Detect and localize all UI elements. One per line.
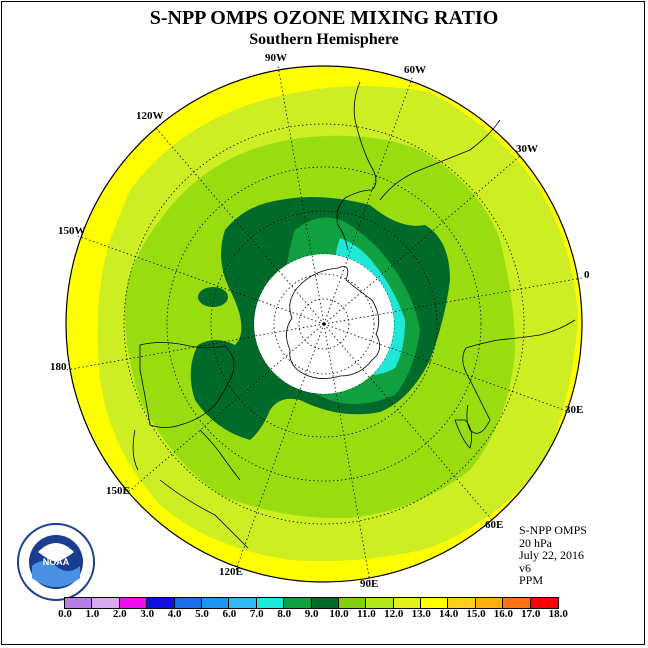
colorbar-tick-label: 0.0 bbox=[58, 608, 72, 620]
colorbar-tick-label: 4.0 bbox=[167, 608, 182, 620]
indonesia-coastline bbox=[132, 429, 249, 549]
australia-coastline bbox=[139, 342, 235, 428]
lon-label-120e: 120E bbox=[219, 566, 243, 578]
colorbar-ticks: 0.0 1.0 2.0 3.0 4.0 5.0 6.0 7.0 8.0 9.0 10.0 11.0 12… bbox=[0, 608, 648, 622]
colorbar-tick-label: 6.0 bbox=[222, 608, 237, 620]
info-date: July 22, 2016 bbox=[519, 548, 585, 562]
colorbar-tick-label: 18.0 bbox=[548, 608, 568, 620]
info-level: 20 hPa bbox=[519, 535, 552, 550]
africa-coastline bbox=[462, 319, 576, 434]
lon-label-150w: 150W bbox=[58, 225, 86, 237]
colorbar-tick-label: 3.0 bbox=[140, 608, 155, 620]
map-subtitle: Southern Hemisphere bbox=[249, 31, 399, 48]
lon-label-0: 0 bbox=[584, 269, 590, 281]
lon-label-30e: 30E bbox=[565, 404, 583, 416]
colorbar bbox=[64, 597, 560, 609]
colorbar-segment bbox=[393, 598, 422, 608]
colorbar-segment bbox=[448, 598, 476, 608]
info-instrument: S-NPP OMPS bbox=[519, 523, 587, 537]
map-boundary bbox=[65, 65, 583, 583]
colorbar-tick-label: 14.0 bbox=[438, 608, 459, 620]
field-patch-small bbox=[198, 287, 228, 307]
colorbar-tick-label: 13.0 bbox=[411, 608, 431, 620]
map-title: S-NPP OMPS OZONE MIXING RATIO bbox=[149, 7, 499, 29]
colorbar-segment bbox=[92, 598, 120, 608]
south-america-coastline bbox=[336, 81, 377, 251]
colorbar-segment bbox=[366, 598, 394, 608]
colorbar-tick-label: 2.0 bbox=[112, 608, 127, 620]
colorbar-tick-label: 8.0 bbox=[277, 608, 292, 620]
colorbar-segment bbox=[65, 598, 93, 608]
product-info: S-NPP OMPS 20 hPa July 22, 2016 v6 PPM bbox=[519, 524, 587, 587]
lon-label-180: 180 bbox=[50, 361, 67, 373]
colorbar-segment bbox=[503, 598, 531, 608]
new-zealand-coastline bbox=[199, 429, 241, 481]
graticule-polar bbox=[254, 254, 394, 394]
coastlines bbox=[132, 81, 576, 549]
lon-label-60w: 60W bbox=[404, 64, 426, 76]
colorbar-tick-label: 1.0 bbox=[85, 608, 100, 620]
antarctica-coastline bbox=[286, 266, 381, 379]
colorbar-tick-label: 15.0 bbox=[466, 608, 486, 620]
colorbar-tick-label: 11.0 bbox=[357, 608, 376, 620]
lon-label-150e: 150E bbox=[106, 485, 130, 497]
colorbar-tick-label: 17.0 bbox=[521, 608, 541, 620]
colorbar-segment bbox=[229, 598, 257, 608]
lon-label-90w: 90W bbox=[265, 52, 287, 64]
noaa-logo: NOAA bbox=[17, 523, 95, 601]
colorbar-segment bbox=[284, 598, 312, 608]
colorbar-segment bbox=[201, 598, 230, 608]
colorbar-tick-label: 7.0 bbox=[249, 608, 264, 620]
colorbar-segment bbox=[530, 598, 559, 608]
south-pole-marker bbox=[322, 322, 326, 326]
colorbar-segment bbox=[147, 598, 175, 608]
info-version: v6 bbox=[519, 560, 531, 575]
colorbar-tick-label: 5.0 bbox=[195, 608, 209, 620]
info-units: PPM bbox=[519, 573, 544, 587]
colorbar-segment bbox=[256, 598, 285, 608]
colorbar-segment bbox=[119, 598, 148, 608]
longitude-labels: 90W 60W 30W 0 30E 60E 90E 120E 150E 180 … bbox=[50, 52, 590, 590]
colorbar-segment bbox=[475, 598, 504, 608]
lon-label-60e: 60E bbox=[485, 519, 503, 531]
lon-label-120w: 120W bbox=[136, 110, 164, 122]
colorbar-tick-label: 16.0 bbox=[493, 608, 514, 620]
south-america-east-coast bbox=[379, 119, 501, 201]
colorbar-tick-label: 12.0 bbox=[384, 608, 404, 620]
lon-label-90e: 90E bbox=[360, 578, 378, 590]
lon-label-30w: 30W bbox=[516, 143, 538, 155]
colorbar-segment bbox=[338, 598, 367, 608]
madagascar-coastline bbox=[454, 419, 473, 449]
colorbar-tick-label: 10.0 bbox=[329, 608, 349, 620]
colorbar-segment bbox=[174, 598, 202, 608]
colorbar-tick-label: 9.0 bbox=[304, 608, 319, 620]
noaa-logo-text: NOAA bbox=[43, 557, 70, 567]
colorbar-segment bbox=[421, 598, 449, 608]
colorbar-segment bbox=[311, 598, 339, 608]
